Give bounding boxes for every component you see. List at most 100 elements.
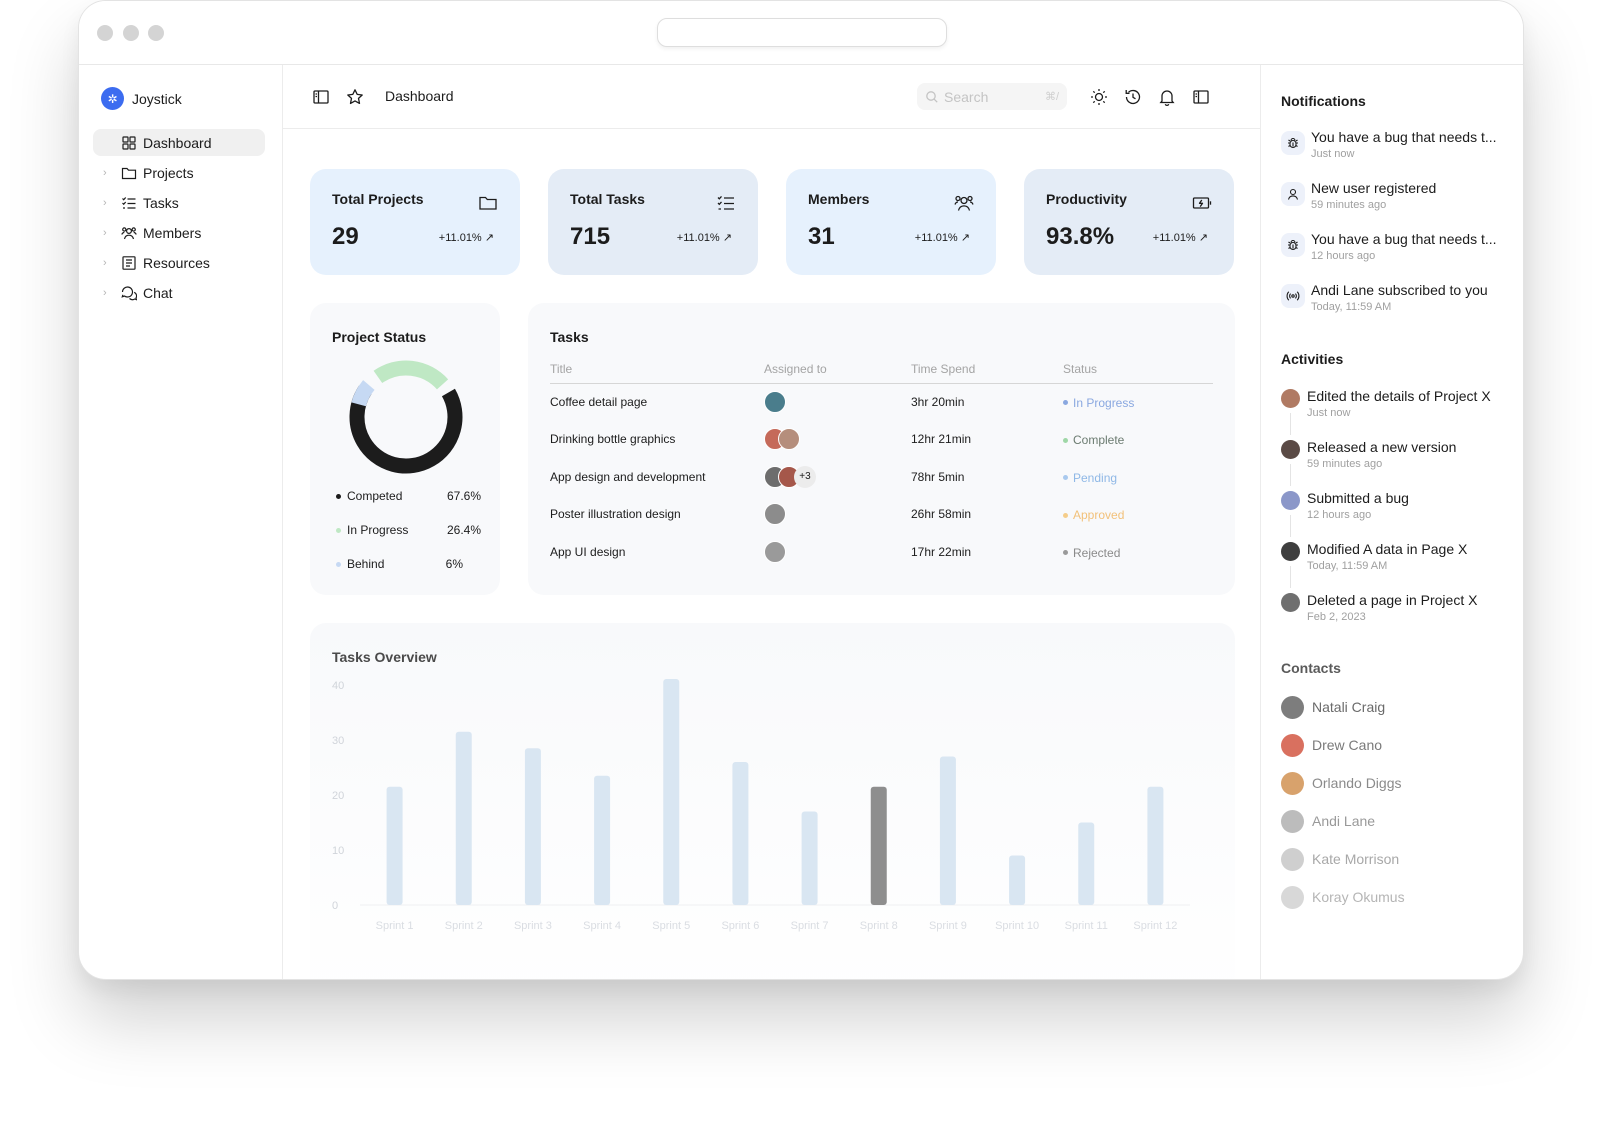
more-assignees-badge[interactable]: +3 [794,465,816,488]
avatar[interactable] [778,428,800,451]
sidebar-item-chat[interactable]: › Chat [93,279,265,306]
avatar[interactable] [764,503,786,526]
status-dot [1063,437,1068,443]
column-header[interactable]: Status [1063,355,1213,384]
stat-card-members[interactable]: Members 31 +11.01% ↗ [786,169,996,275]
sidebar-item-members[interactable]: › Members [93,219,265,246]
minimize-window-button[interactable] [123,25,139,41]
chevron-right-icon[interactable]: › [103,226,107,239]
activity-text: Submitted a bug [1307,490,1409,506]
bar-sprint-8[interactable] [870,786,887,905]
column-header[interactable]: Time Spend [911,355,1063,384]
contact-item[interactable]: Natali Craig [1281,695,1385,719]
contact-item[interactable]: Orlando Diggs [1281,771,1402,795]
search-input[interactable]: Search ⌘/ [917,83,1067,110]
stat-card-productivity[interactable]: Productivity 93.8% +11.01% ↗ [1024,169,1234,275]
sidebar-item-label: Chat [143,284,173,301]
bar-sprint-6[interactable] [732,762,749,905]
search-shortcut: ⌘/ [1044,91,1059,103]
activity-text: Released a new version [1307,439,1457,455]
avatar[interactable] [764,540,786,563]
chevron-right-icon[interactable]: › [103,196,107,209]
x-tick-label: Sprint 5 [652,920,690,932]
status-dot [1063,550,1068,555]
activity-time: 59 minutes ago [1307,458,1383,470]
column-header[interactable]: Assigned to [764,355,911,384]
contact-item[interactable]: Kate Morrison [1281,847,1399,871]
folder-icon [121,167,137,179]
bar-sprint-11[interactable] [1078,822,1095,906]
legend-dot [336,493,341,499]
notification-time: Today, 11:59 AM [1311,301,1392,313]
table-row[interactable]: App UI design 17hr 22min Rejected [550,533,1213,571]
timeline-connector [1290,464,1291,486]
sidebar-item-tasks[interactable]: › Tasks [93,189,265,216]
y-tick-label: 20 [332,790,344,802]
table-row[interactable]: App design and development +3 78hr 5min … [550,458,1213,496]
contact-item[interactable]: Koray Okumus [1281,885,1405,909]
table-row[interactable]: Poster illustration design 26hr 58min Ap… [550,496,1213,534]
trend-up-icon: ↗ [722,232,732,244]
bar-sprint-1[interactable] [386,786,403,905]
column-header[interactable]: Title [550,355,764,384]
bar-sprint-9[interactable] [939,756,956,906]
chevron-right-icon[interactable]: › [103,256,107,269]
contacts-title: Contacts [1281,660,1341,676]
bar-sprint-7[interactable] [801,811,818,906]
chevron-right-icon[interactable]: › [103,166,107,179]
bar-sprint-4[interactable] [594,775,611,905]
table-row[interactable]: Coffee detail page 3hr 20min In Progress [550,383,1213,421]
stat-title: Total Tasks [570,191,645,207]
search-icon [926,90,938,103]
sidebar-item-resources[interactable]: › Resources [93,249,265,276]
chart-title: Tasks Overview [332,649,437,665]
sidebar-item-projects[interactable]: › Projects [93,159,265,186]
avatar [1281,491,1300,510]
stat-value: 715 [570,223,611,250]
contact-item[interactable]: Andi Lane [1281,809,1375,833]
sidebar-nav: Dashboard › Projects › Tasks › Members ›… [93,129,265,309]
avatar [1281,593,1300,612]
stat-change-value: +11.01% [914,232,958,244]
user-icon [1281,182,1305,206]
task-title: Coffee detail page [550,395,648,409]
bar-sprint-10[interactable] [1009,855,1026,906]
trend-up-icon: ↗ [960,232,970,244]
history-icon[interactable] [1123,87,1143,107]
contact-item[interactable]: Drew Cano [1281,733,1382,757]
stat-card-total-tasks[interactable]: Total Tasks 715 +11.01% ↗ [548,169,758,275]
bar-sprint-3[interactable] [524,748,541,905]
sun-icon[interactable] [1089,87,1109,107]
activity-text: Deleted a page in Project X [1307,592,1478,608]
address-bar[interactable] [657,18,947,47]
x-tick-label: Sprint 1 [376,920,414,932]
stat-card-total-projects[interactable]: Total Projects 29 +11.01% ↗ [310,169,520,275]
table-header-row: Title Assigned to Time Spend Status [550,355,1213,384]
task-title: Drinking bottle graphics [550,432,676,447]
close-window-button[interactable] [97,25,113,41]
sidebar-toggle-icon[interactable] [311,87,331,107]
chevron-right-icon[interactable]: › [103,286,107,299]
bar-sprint-12[interactable] [1147,786,1164,905]
x-tick-label: Sprint 2 [445,920,483,932]
brand[interactable]: ✲ Joystick [101,87,182,110]
sidebar-item-dashboard[interactable]: Dashboard [93,129,265,156]
breadcrumb[interactable]: Dashboard [385,88,454,104]
task-title: App design and development [550,469,706,484]
notification-text: New user registered [1311,180,1437,196]
sidebar-item-label: Members [143,224,202,241]
notification-text: You have a bug that needs t... [1311,129,1497,145]
panel-toggle-icon[interactable] [1191,87,1211,107]
star-icon[interactable] [345,87,365,107]
avatar [1281,771,1304,795]
legend-completed: Competed 67.6% [336,489,481,503]
avatar[interactable] [764,391,786,413]
task-time: 3hr 20min [911,395,965,409]
x-tick-label: Sprint 11 [1065,920,1108,932]
maximize-window-button[interactable] [148,25,164,41]
bar-sprint-5[interactable] [663,679,680,905]
x-tick-label: Sprint 6 [721,920,759,932]
bar-sprint-2[interactable] [455,731,472,905]
bell-icon[interactable] [1157,87,1177,107]
table-row[interactable]: Drinking bottle graphics 12hr 21min Comp… [550,421,1213,459]
